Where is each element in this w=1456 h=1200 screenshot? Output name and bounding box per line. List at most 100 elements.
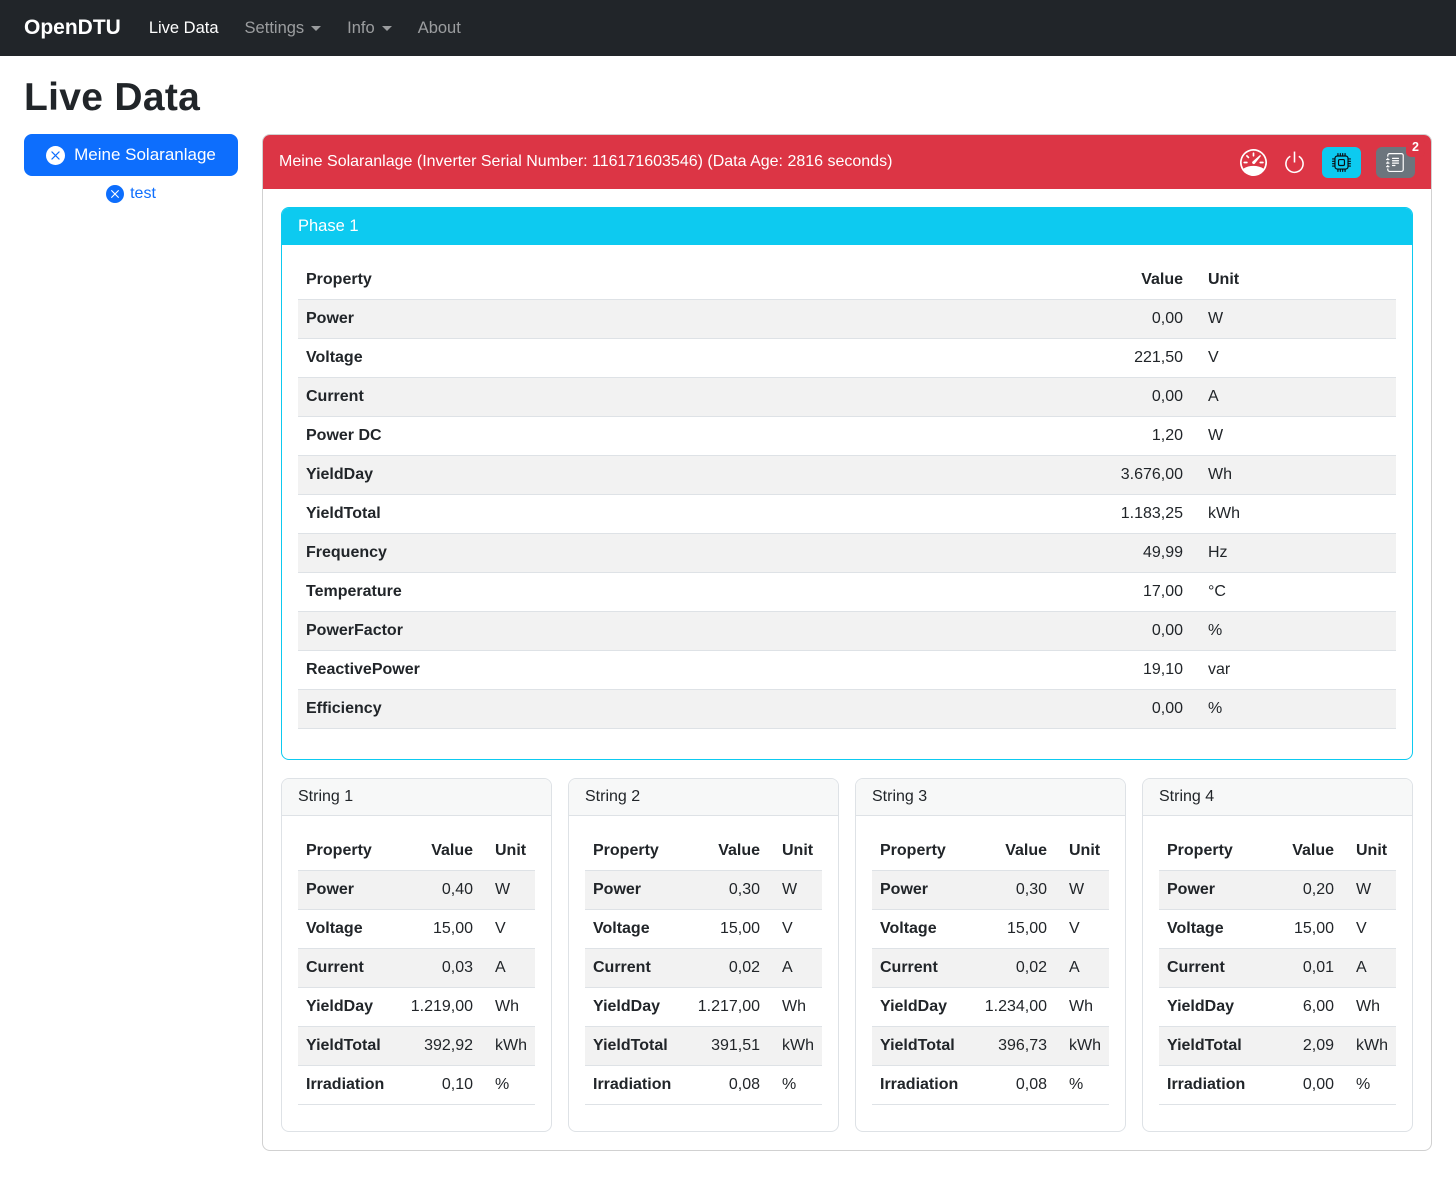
string-3-table: Property Value Unit Power 0,30 W Voltage 15,… (872, 832, 1109, 1105)
property-cell: YieldTotal (585, 1026, 680, 1066)
top-navbar: OpenDTU Live Data Settings Info About (0, 0, 1456, 56)
table-row: Irradiation 0,08% (585, 1065, 822, 1105)
string-4-table: Property Value Unit Power 0,20 W Voltage 15,… (1159, 832, 1396, 1105)
event-log-button[interactable]: 2 (1376, 136, 1425, 178)
table-row: Power DC 1,20 W (298, 416, 1396, 456)
unit-cell: % (1191, 689, 1396, 729)
unit-cell: V (1342, 909, 1396, 949)
power-toggle-icon[interactable] (1282, 150, 1307, 175)
unit-cell: W (768, 870, 822, 910)
col-header-unit: Unit (481, 832, 535, 871)
unit-cell: V (1055, 909, 1109, 949)
unit-cell: W (481, 870, 535, 910)
table-row: ReactivePower 19,10 var (298, 650, 1396, 690)
col-header-property: Property (1159, 832, 1254, 871)
table-row: YieldDay 1.219,00 Wh (298, 987, 535, 1027)
phase-1-header: Phase 1 (282, 208, 1412, 245)
string-1-header: String 1 (282, 779, 551, 816)
table-row: Voltage 15,00 V (872, 909, 1109, 949)
property-cell: YieldDay (298, 455, 1071, 495)
property-cell: Efficiency (298, 689, 1071, 729)
property-cell: Power (298, 870, 393, 910)
unit-cell: kWh (1342, 1026, 1396, 1066)
unit-cell: % (1055, 1065, 1109, 1105)
string-4-header: String 4 (1143, 779, 1412, 816)
device-info-button[interactable] (1322, 146, 1361, 178)
nav-about[interactable]: About (417, 18, 461, 37)
value-cell: 0,00 (1254, 1065, 1342, 1105)
col-header-value: Value (393, 832, 481, 871)
unit-cell: A (481, 948, 535, 988)
inverter-test-link[interactable]: test (106, 185, 156, 203)
remove-x-circle-icon (46, 145, 66, 165)
property-cell: Current (872, 948, 967, 988)
table-row: YieldTotal 392,92 kWh (298, 1026, 535, 1066)
table-row: Temperature 17,00 °C (298, 572, 1396, 612)
unit-cell: kWh (481, 1026, 535, 1066)
string-1-table: Property Value Unit Power 0,40 W Voltage 15,… (298, 832, 535, 1105)
property-cell: Current (298, 948, 393, 988)
value-cell: 0,10 (393, 1065, 481, 1105)
string-2-table: Property Value Unit Power 0,30 W Voltage 15,… (585, 832, 822, 1105)
table-row: Current 0,03 A (298, 948, 535, 988)
unit-cell: V (1191, 338, 1396, 378)
inverter-sidebar: Meine Solaranlage test (24, 134, 238, 203)
value-cell: 15,00 (1254, 909, 1342, 949)
table-row: YieldTotal 2,09 kWh (1159, 1026, 1396, 1066)
property-cell: Voltage (585, 909, 680, 949)
unit-cell: var (1191, 650, 1396, 690)
value-cell: 0,03 (393, 948, 481, 988)
unit-cell: Wh (768, 987, 822, 1027)
col-header-value: Value (967, 832, 1055, 871)
limit-gauge-icon[interactable] (1240, 148, 1267, 176)
value-cell: 0,02 (967, 948, 1055, 988)
phase-1-card: Phase 1 Property Value Unit Power 0,00 W Vo… (281, 207, 1413, 760)
col-header-property: Property (872, 832, 967, 871)
unit-cell: kWh (768, 1026, 822, 1066)
table-header-row: Property Value Unit (1159, 832, 1396, 871)
value-cell: 0,08 (680, 1065, 768, 1105)
value-cell: 0,20 (1254, 870, 1342, 910)
unit-cell: Hz (1191, 533, 1396, 573)
property-cell: Frequency (298, 533, 1071, 573)
property-cell: Irradiation (585, 1065, 680, 1105)
value-cell: 0,30 (967, 870, 1055, 910)
property-cell: Voltage (872, 909, 967, 949)
property-cell: Irradiation (298, 1065, 393, 1105)
phase-1-body: Property Value Unit Power 0,00 W Voltage 221… (282, 245, 1412, 759)
table-row: Voltage 15,00 V (585, 909, 822, 949)
nav-info-dropdown[interactable]: Info (347, 19, 392, 38)
value-cell: 0,00 (1071, 299, 1191, 339)
nav-live-data[interactable]: Live Data (148, 18, 219, 37)
unit-cell: % (1191, 611, 1396, 651)
brand-opendtu[interactable]: OpenDTU (24, 16, 121, 39)
table-row: PowerFactor 0,00% (298, 611, 1396, 651)
table-row: YieldDay 1.234,00 Wh (872, 987, 1109, 1027)
inverter-select-button[interactable]: Meine Solaranlage (24, 134, 238, 176)
inverter-header-actions: 2 (1240, 136, 1425, 178)
table-row: Frequency 49,99 Hz (298, 533, 1396, 573)
value-cell: 0,01 (1254, 948, 1342, 988)
event-count-badge: 2 (1406, 136, 1425, 157)
nav-settings-dropdown[interactable]: Settings (245, 19, 322, 38)
value-cell: 15,00 (967, 909, 1055, 949)
table-row: Power 0,30 W (872, 870, 1109, 910)
table-row: Current 0,02 A (585, 948, 822, 988)
unit-cell: % (1342, 1065, 1396, 1105)
journal-text-icon (1386, 152, 1404, 172)
string-2-card: String 2 Property Value Unit (568, 778, 839, 1132)
property-cell: Voltage (1159, 909, 1254, 949)
table-row: Current 0,00 A (298, 377, 1396, 417)
table-row: YieldTotal 1.183,25 kWh (298, 494, 1396, 534)
unit-cell: Wh (1191, 455, 1396, 495)
property-cell: PowerFactor (298, 611, 1071, 651)
table-row: YieldTotal 391,51 kWh (585, 1026, 822, 1066)
table-row: Current 0,01 A (1159, 948, 1396, 988)
value-cell: 17,00 (1071, 572, 1191, 612)
table-header-row: Property Value Unit (872, 832, 1109, 871)
value-cell: 221,50 (1071, 338, 1191, 378)
remove-x-circle-icon (106, 185, 125, 203)
string-3-header: String 3 (856, 779, 1125, 816)
property-cell: Voltage (298, 338, 1071, 378)
value-cell: 49,99 (1071, 533, 1191, 573)
